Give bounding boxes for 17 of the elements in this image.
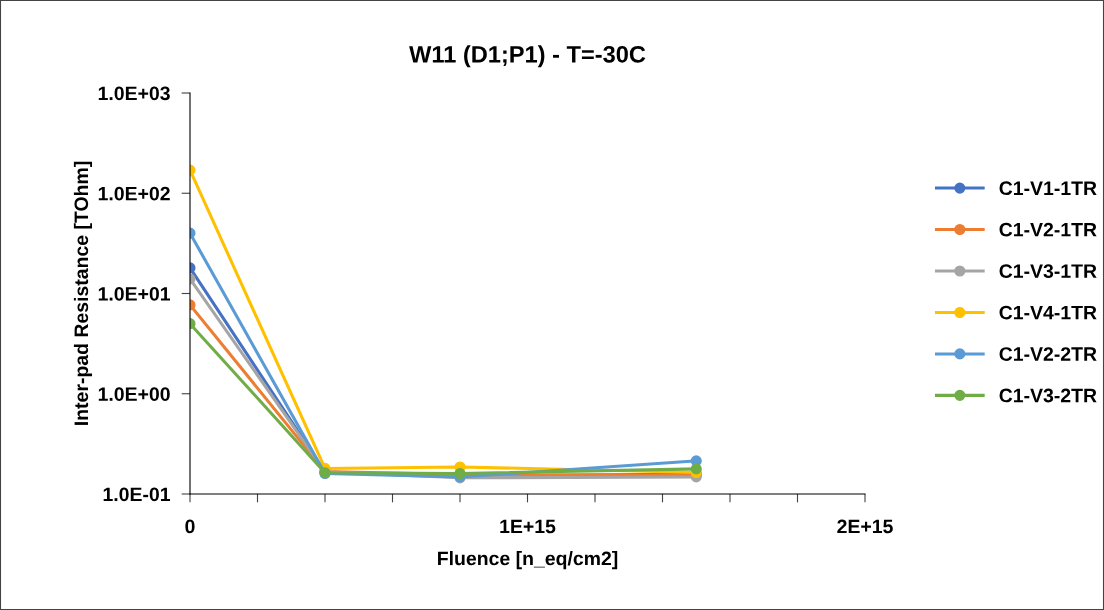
legend-label: C1-V1-1TR — [999, 181, 1097, 196]
y-tick-label: 1.0E+01 — [98, 286, 171, 301]
y-tick-label: 1.0E+03 — [98, 86, 170, 101]
x-tick-label: 2E+15 — [837, 519, 893, 534]
x-tick-label: 1E+15 — [500, 519, 556, 534]
x-axis-title: Fluence [n_eq/cm2] — [438, 551, 618, 570]
legend-label: C1-V4-1TR — [999, 305, 1097, 320]
legend-label: C1-V2-1TR — [999, 222, 1097, 237]
y-tick-label: 1.0E+00 — [98, 387, 170, 401]
chart-title: W11 (D1;P1) - T=-30C — [409, 45, 646, 68]
legend-label: C1-V3-2TR — [999, 388, 1097, 403]
legend-label: C1-V3-1TR — [999, 264, 1097, 279]
legend-label: C1-V2-2TR — [999, 347, 1097, 361]
y-axis-title: Inter-pad Resistance [TOhm] — [73, 161, 93, 425]
y-tick-label: 1.0E+02 — [98, 186, 170, 201]
y-tick-label: 1.0E-01 — [103, 487, 171, 502]
x-tick-label: 0 — [185, 519, 195, 534]
